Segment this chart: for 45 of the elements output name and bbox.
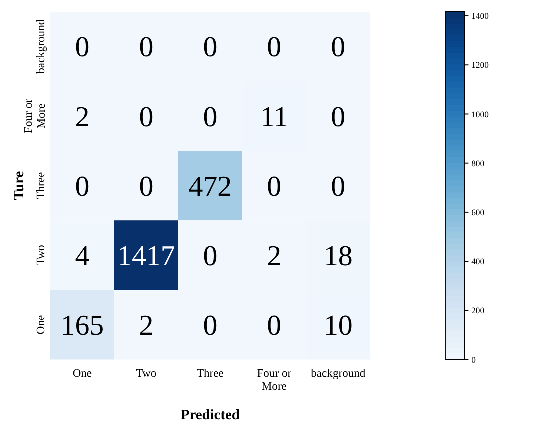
x-tick-label: Two [136, 367, 157, 380]
data-label: 0 [331, 170, 346, 203]
data-label: 0 [331, 101, 346, 134]
data-label: 165 [60, 310, 104, 342]
data-label: 2 [139, 310, 154, 342]
data-label: 0 [331, 32, 346, 64]
y-tick-label: Four or More [22, 98, 48, 134]
data-label: 2 [267, 240, 282, 273]
data-label: 0 [203, 310, 218, 342]
data-label: 0 [75, 170, 90, 203]
y-tick-label: Two [34, 244, 48, 266]
y-tick-label: One [34, 315, 48, 335]
color-bar-label: 400 [472, 256, 485, 267]
data-label: 0 [267, 32, 282, 64]
data-label: 0 [139, 170, 154, 203]
y-tick-label: Three [34, 172, 48, 200]
data-label: 0 [267, 170, 282, 203]
data-label: 472 [188, 170, 232, 203]
color-bar-label: 200 [472, 306, 485, 316]
x-tick-label: Three [196, 367, 224, 380]
color-bar-label: 1200 [472, 60, 489, 70]
x-axis-title: Predicted [180, 408, 240, 424]
color-bar-label: 0 [472, 354, 476, 365]
color-bar-label: 600 [472, 207, 485, 218]
data-label: 11 [260, 101, 288, 134]
data-label: 1417 [118, 240, 176, 273]
data-label: 0 [139, 32, 154, 64]
y-axis-title: Ture [11, 170, 28, 200]
color-bar-label: 1400 [472, 11, 489, 22]
data-label: 2 [75, 101, 90, 134]
color-bar-label: 800 [472, 158, 485, 168]
x-tick-label: Four or More [257, 367, 292, 393]
data-label: 0 [203, 101, 218, 134]
y-tick-label: background [34, 19, 48, 74]
data-label: 10 [324, 310, 353, 342]
data-label: 0 [75, 32, 90, 64]
data-label: 0 [267, 310, 282, 342]
data-label: 4 [75, 240, 90, 273]
data-label: 0 [203, 240, 218, 273]
color-bar-label: 1000 [472, 109, 489, 120]
x-tick-label: background [311, 367, 366, 380]
x-tick-label: One [72, 367, 92, 380]
data-label: 0 [203, 32, 218, 64]
data-label: 18 [324, 240, 353, 273]
data-label: 0 [139, 101, 154, 134]
